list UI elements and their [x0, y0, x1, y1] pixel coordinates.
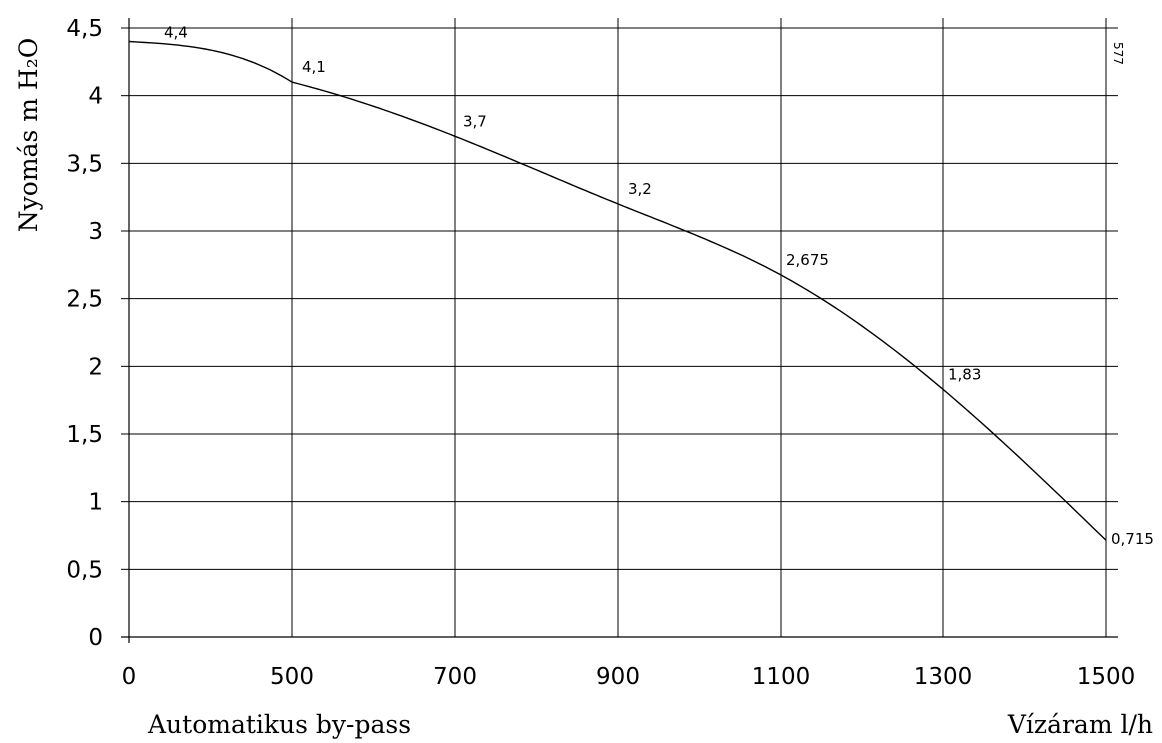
x-tick-labels: 0 500 700 900 1100 1300 1500 — [122, 664, 1136, 690]
y-tick-label: 2 — [88, 354, 103, 380]
y-tick-label: 2,5 — [66, 287, 103, 313]
data-labels: 4,4 4,1 3,7 3,2 2,675 1,83 0,715 — [164, 24, 1154, 549]
x-tick-label: 1500 — [1077, 664, 1136, 690]
x-tick-label: 700 — [433, 664, 477, 690]
x-axis-title: Vízáram l/h — [1007, 710, 1153, 739]
y-tick-label: 3,5 — [66, 151, 103, 177]
axes — [121, 18, 1118, 643]
chart-caption: Automatikus by-pass — [147, 710, 411, 739]
y-tick-label: 3 — [88, 219, 103, 245]
data-label: 3,7 — [463, 112, 487, 130]
x-tick-label: 1100 — [752, 664, 811, 690]
y-tick-label: 1,5 — [66, 422, 103, 448]
data-label: 4,1 — [302, 58, 326, 76]
y-axis-title: Nyomás m H₂O — [14, 38, 43, 232]
series-line — [128, 40, 1107, 541]
y-tick-label: 0 — [88, 625, 103, 651]
y-tick-label: 4 — [88, 84, 103, 110]
data-label: 0,715 — [1111, 530, 1154, 548]
grid — [129, 18, 1118, 637]
y-tick-label: 0,5 — [66, 557, 103, 583]
x-tick-label: 900 — [596, 664, 640, 690]
data-label: 2,675 — [786, 251, 829, 269]
y-tick-label: 4,5 — [66, 16, 103, 42]
data-label: 4,4 — [164, 24, 188, 42]
x-tick-label: 0 — [122, 664, 137, 690]
x-tick-label: 500 — [270, 664, 314, 690]
data-label: 1,83 — [948, 365, 981, 383]
x-tick-label: 1300 — [914, 664, 973, 690]
y-tick-labels: 0 0,5 1 1,5 2 2,5 3 3,5 4 4,5 — [66, 16, 103, 651]
figure-code: 577 — [1111, 42, 1125, 65]
data-label: 3,2 — [628, 180, 652, 198]
y-tick-label: 1 — [88, 490, 103, 516]
